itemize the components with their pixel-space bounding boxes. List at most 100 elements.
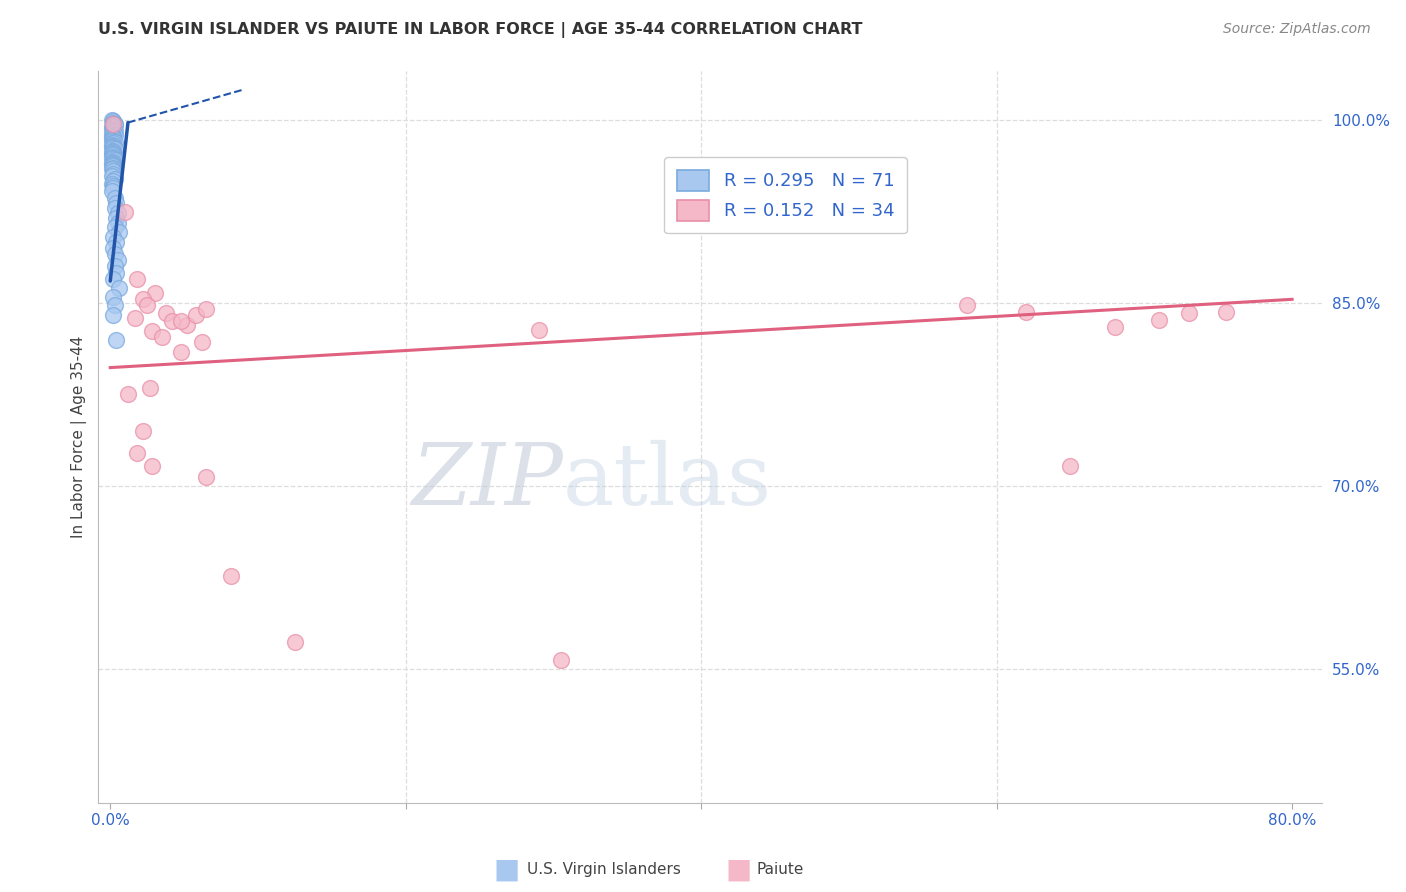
Point — [104, 124, 127, 138]
Point — [103, 114, 125, 128]
Y-axis label: In Labor Force | Age 35-44: In Labor Force | Age 35-44 — [72, 336, 87, 538]
Point — [103, 181, 125, 195]
Point — [103, 148, 125, 162]
Point — [1215, 304, 1237, 318]
Point — [103, 152, 125, 166]
Point — [105, 266, 128, 280]
Point — [103, 125, 125, 139]
Point — [100, 156, 122, 170]
Point — [100, 130, 122, 145]
Point — [105, 196, 128, 211]
Point — [221, 569, 243, 583]
Point — [527, 323, 550, 337]
Point — [100, 169, 122, 184]
Point — [125, 446, 148, 460]
Point — [155, 306, 177, 320]
Point — [195, 470, 218, 484]
Point — [103, 131, 125, 145]
Point — [103, 128, 125, 143]
Point — [103, 150, 125, 164]
Point — [1015, 304, 1038, 318]
Text: U.S. VIRGIN ISLANDER VS PAIUTE IN LABOR FORCE | AGE 35-44 CORRELATION CHART: U.S. VIRGIN ISLANDER VS PAIUTE IN LABOR … — [98, 22, 863, 38]
Point — [103, 178, 125, 193]
Point — [104, 171, 127, 186]
Point — [103, 144, 125, 158]
Point — [1059, 459, 1081, 474]
Point — [103, 157, 125, 171]
Point — [104, 142, 127, 156]
Point — [104, 201, 127, 215]
Point — [191, 334, 214, 349]
Text: ■: ■ — [725, 855, 751, 884]
Point — [103, 308, 125, 322]
Point — [184, 308, 207, 322]
Text: ZIP: ZIP — [412, 440, 564, 523]
Point — [105, 211, 128, 225]
Point — [103, 123, 125, 137]
Text: U.S. Virgin Islanders: U.S. Virgin Islanders — [527, 863, 681, 877]
Point — [107, 253, 129, 268]
Point — [170, 314, 193, 328]
Point — [103, 117, 125, 131]
Point — [103, 230, 125, 244]
Point — [132, 424, 155, 438]
Point — [100, 151, 122, 165]
Point — [103, 146, 125, 161]
Point — [141, 459, 163, 474]
Text: ■: ■ — [494, 855, 519, 884]
Point — [114, 204, 136, 219]
Point — [162, 314, 184, 328]
Point — [104, 128, 127, 142]
Point — [284, 635, 307, 649]
Point — [103, 138, 125, 153]
Point — [100, 140, 122, 154]
Point — [956, 298, 979, 312]
Point — [132, 293, 155, 307]
Point — [105, 333, 128, 347]
Point — [100, 158, 122, 172]
Point — [195, 302, 218, 317]
Point — [124, 310, 146, 325]
Point — [103, 174, 125, 188]
Point — [104, 260, 127, 274]
Point — [103, 115, 125, 129]
Point — [103, 290, 125, 304]
Point — [141, 324, 163, 338]
Point — [150, 330, 173, 344]
Point — [103, 161, 125, 175]
Point — [103, 271, 125, 285]
Point — [104, 247, 127, 261]
Point — [103, 167, 125, 181]
Point — [100, 177, 122, 191]
Point — [104, 135, 127, 149]
Text: Paiute: Paiute — [756, 863, 804, 877]
Point — [1104, 320, 1126, 334]
Point — [100, 184, 122, 198]
Text: atlas: atlas — [564, 440, 772, 523]
Point — [107, 206, 129, 220]
Point — [103, 141, 125, 155]
Point — [108, 225, 131, 239]
Point — [103, 120, 125, 135]
Legend: R = 0.295   N = 71, R = 0.152   N = 34: R = 0.295 N = 71, R = 0.152 N = 34 — [664, 157, 907, 233]
Point — [105, 235, 128, 249]
Point — [550, 653, 572, 667]
Point — [103, 134, 125, 148]
Point — [103, 241, 125, 255]
Point — [104, 191, 127, 205]
Point — [176, 318, 198, 332]
Point — [108, 281, 131, 295]
Point — [104, 220, 127, 235]
Point — [103, 164, 125, 178]
Point — [104, 118, 127, 132]
Point — [100, 147, 122, 161]
Point — [104, 298, 127, 312]
Point — [136, 298, 159, 312]
Point — [117, 387, 139, 401]
Text: Source: ZipAtlas.com: Source: ZipAtlas.com — [1223, 22, 1371, 37]
Point — [100, 133, 122, 147]
Point — [104, 117, 127, 131]
Point — [100, 120, 122, 134]
Point — [100, 137, 122, 152]
Point — [139, 381, 162, 395]
